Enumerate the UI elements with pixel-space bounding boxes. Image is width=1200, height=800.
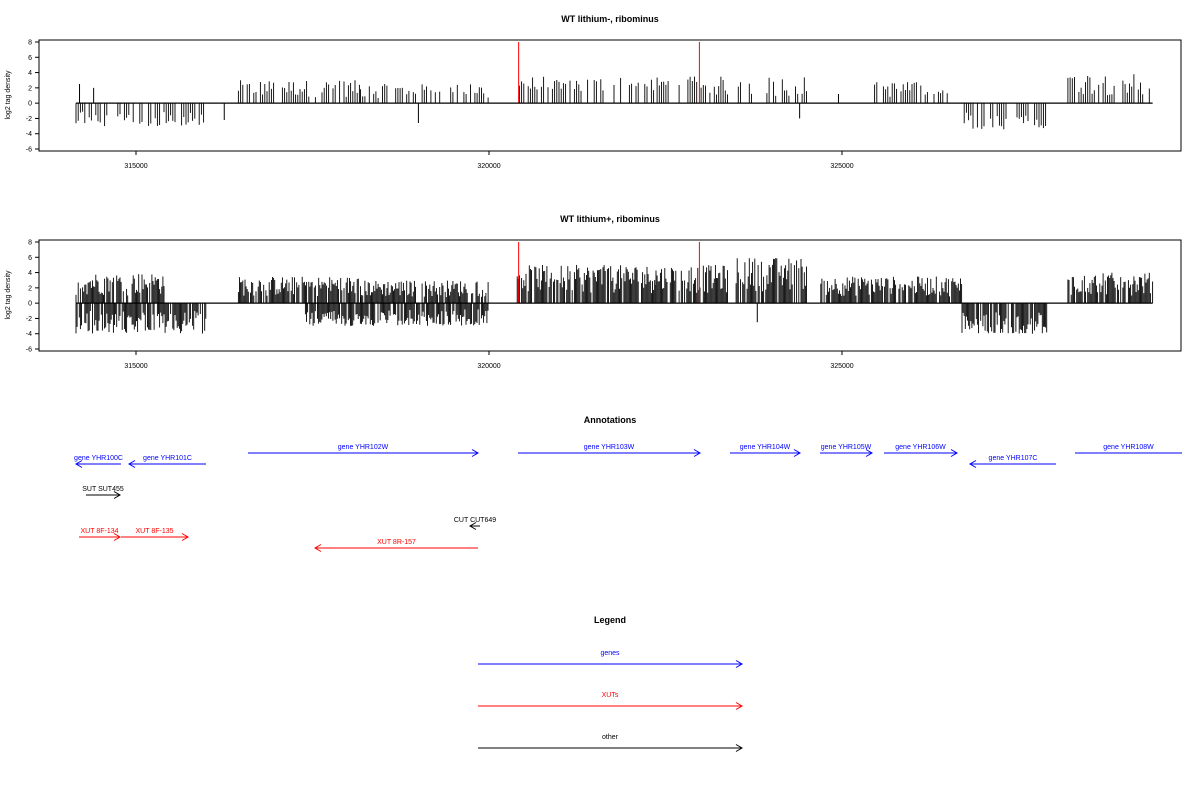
y-tick-label: -6 <box>26 147 32 154</box>
annotation-label: gene YHR104W <box>740 444 791 451</box>
legend-label: genes <box>600 650 620 657</box>
y-tick-label: 0 <box>28 301 32 308</box>
plot-frame <box>38 239 1182 352</box>
y-tick-label: 6 <box>28 55 32 62</box>
arrow-head <box>181 533 189 541</box>
arrow-head <box>113 533 121 541</box>
annotation-label: gene YHR106W <box>895 444 946 451</box>
annotation-label: SUT SUT455 <box>82 486 124 493</box>
annotation-feature: gene YHR104W <box>730 444 801 457</box>
y-axis: -6 -4 -2 0 2 4 6 8 <box>26 40 40 154</box>
legend-item: other <box>478 734 743 752</box>
annotation-label: gene YHR105W <box>821 444 872 451</box>
annotation-label: gene YHR108W <box>1103 444 1154 451</box>
arrow-head <box>471 449 479 457</box>
x-axis: 315000 320000 325000 <box>124 351 854 370</box>
arrow-head <box>693 449 701 457</box>
density-bars <box>75 258 1154 334</box>
y-axis-label: log2 tag density <box>5 270 12 320</box>
legend-item: XUTs <box>478 692 743 710</box>
y-tick-label: -6 <box>26 347 32 354</box>
arrow-head <box>75 460 83 468</box>
annotation-label: gene YHR102W <box>338 444 389 451</box>
y-tick-label: -2 <box>26 316 32 323</box>
plot-frame <box>38 39 1182 152</box>
y-tick-label: -4 <box>26 331 32 338</box>
x-axis: 315000 320000 325000 <box>124 151 854 170</box>
legend: genes XUTs other <box>478 650 743 752</box>
y-tick-label: 2 <box>28 285 32 292</box>
arrow-head <box>113 491 121 499</box>
annotation-feature: gene YHR106W <box>884 444 958 457</box>
annotation-feature: XUT 8R-157 <box>314 539 478 552</box>
x-tick-label: 320000 <box>477 163 500 170</box>
arrow-head <box>865 449 873 457</box>
annotation-feature: gene YHR100C <box>74 455 123 468</box>
annotation-feature: CUT CUT649 <box>454 517 496 530</box>
arrow-head <box>950 449 958 457</box>
highlight-lines <box>518 42 700 104</box>
x-tick-label: 315000 <box>124 363 147 370</box>
y-axis: -6 -4 -2 0 2 4 6 8 <box>26 240 40 354</box>
y-tick-label: 8 <box>28 40 32 47</box>
annotation-label: CUT CUT649 <box>454 517 496 524</box>
y-axis-label: log2 tag density <box>5 70 12 120</box>
annotation-label: XUT 8F-135 <box>136 528 174 535</box>
panel-title: WT lithium+, ribominus <box>560 214 660 224</box>
x-tick-label: 315000 <box>124 163 147 170</box>
annotations-title: Annotations <box>584 415 637 425</box>
arrow-head <box>793 449 801 457</box>
y-tick-label: 6 <box>28 255 32 262</box>
arrow-head <box>969 460 977 468</box>
y-tick-label: -2 <box>26 116 32 123</box>
annotation-feature: gene YHR102W <box>248 444 479 457</box>
annotation-feature: gene YHR107C <box>969 455 1056 468</box>
annotation-feature: XUT 8F-134 <box>79 528 121 541</box>
annotation-track: gene YHR100C gene YHR101C gene YHR102W gene… <box>74 444 1182 552</box>
annotation-feature: gene YHR108W <box>1075 444 1182 454</box>
annotation-label: XUT 8R-157 <box>377 539 416 546</box>
y-tick-label: 4 <box>28 70 32 77</box>
y-tick-label: 4 <box>28 270 32 277</box>
x-tick-label: 320000 <box>477 363 500 370</box>
legend-label: other <box>602 734 619 741</box>
arrow-head <box>735 702 743 710</box>
arrow-head <box>735 660 743 668</box>
panel-title: WT lithium-, ribominus <box>561 14 659 24</box>
annotation-label: XUT 8F-134 <box>81 528 119 535</box>
y-tick-label: -4 <box>26 131 32 138</box>
density-bars <box>75 74 1150 130</box>
annotation-label: gene YHR103W <box>584 444 635 451</box>
arrow-head <box>735 744 743 752</box>
legend-item: genes <box>478 650 743 668</box>
panel-lithium-plus: WT lithium+, ribominus log2 tag density … <box>5 214 1182 370</box>
annotation-feature: SUT SUT455 <box>82 486 124 499</box>
annotation-feature: gene YHR101C <box>128 455 206 468</box>
annotation-label: gene YHR100C <box>74 455 123 462</box>
legend-label: XUTs <box>602 692 619 699</box>
arrow-head <box>128 460 136 468</box>
annotation-feature: XUT 8F-135 <box>121 528 189 541</box>
annotation-label: gene YHR107C <box>989 455 1038 462</box>
highlight-lines <box>518 242 700 304</box>
annotation-feature: gene YHR105W <box>820 444 873 457</box>
x-tick-label: 325000 <box>830 363 853 370</box>
x-tick-label: 325000 <box>830 163 853 170</box>
y-tick-label: 8 <box>28 240 32 247</box>
legend-title: Legend <box>594 615 626 625</box>
annotation-feature: gene YHR103W <box>518 444 701 457</box>
arrow-head <box>314 544 322 552</box>
panel-lithium-minus: WT lithium-, ribominus log2 tag density … <box>5 14 1182 170</box>
arrow-head <box>469 522 477 530</box>
y-tick-label: 2 <box>28 85 32 92</box>
annotation-label: gene YHR101C <box>143 455 192 462</box>
y-tick-label: 0 <box>28 101 32 108</box>
